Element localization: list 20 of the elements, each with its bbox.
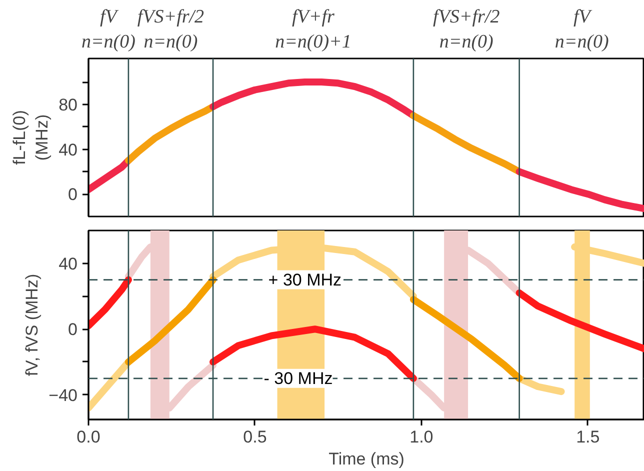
annotation: - 30 MHz xyxy=(264,368,333,388)
x-axis-title: Time (ms) xyxy=(328,450,404,468)
x-tick-label: 1.0 xyxy=(410,428,434,446)
y-tick-label: 80 xyxy=(58,95,78,114)
y-axis-title: fV, fVS (MHz) xyxy=(22,274,42,376)
x-tick-label: 0.0 xyxy=(76,428,100,446)
y-tick-label: 0 xyxy=(68,185,78,204)
text: fVS+fr/2 n=n(0) xyxy=(137,6,205,52)
text: fV+fr n=n(0)+1 xyxy=(275,6,352,52)
annotation: + 30 MHz xyxy=(268,270,342,290)
text: fV n=n(0) xyxy=(554,6,609,52)
y-tick-label: 40 xyxy=(58,140,78,160)
x-tick-label: 1.5 xyxy=(576,428,600,446)
text: fVS+fr/2 n=n(0) xyxy=(433,6,500,52)
text: fV n=n(0) xyxy=(81,6,136,52)
y-tick-label: −40 xyxy=(48,386,78,405)
y-tick-label: 40 xyxy=(58,254,78,274)
y-axis-title: fL-fL(0) (MHz) xyxy=(10,110,52,165)
y-tick-label: 0 xyxy=(68,320,78,340)
x-tick-label: 0.5 xyxy=(243,428,267,446)
